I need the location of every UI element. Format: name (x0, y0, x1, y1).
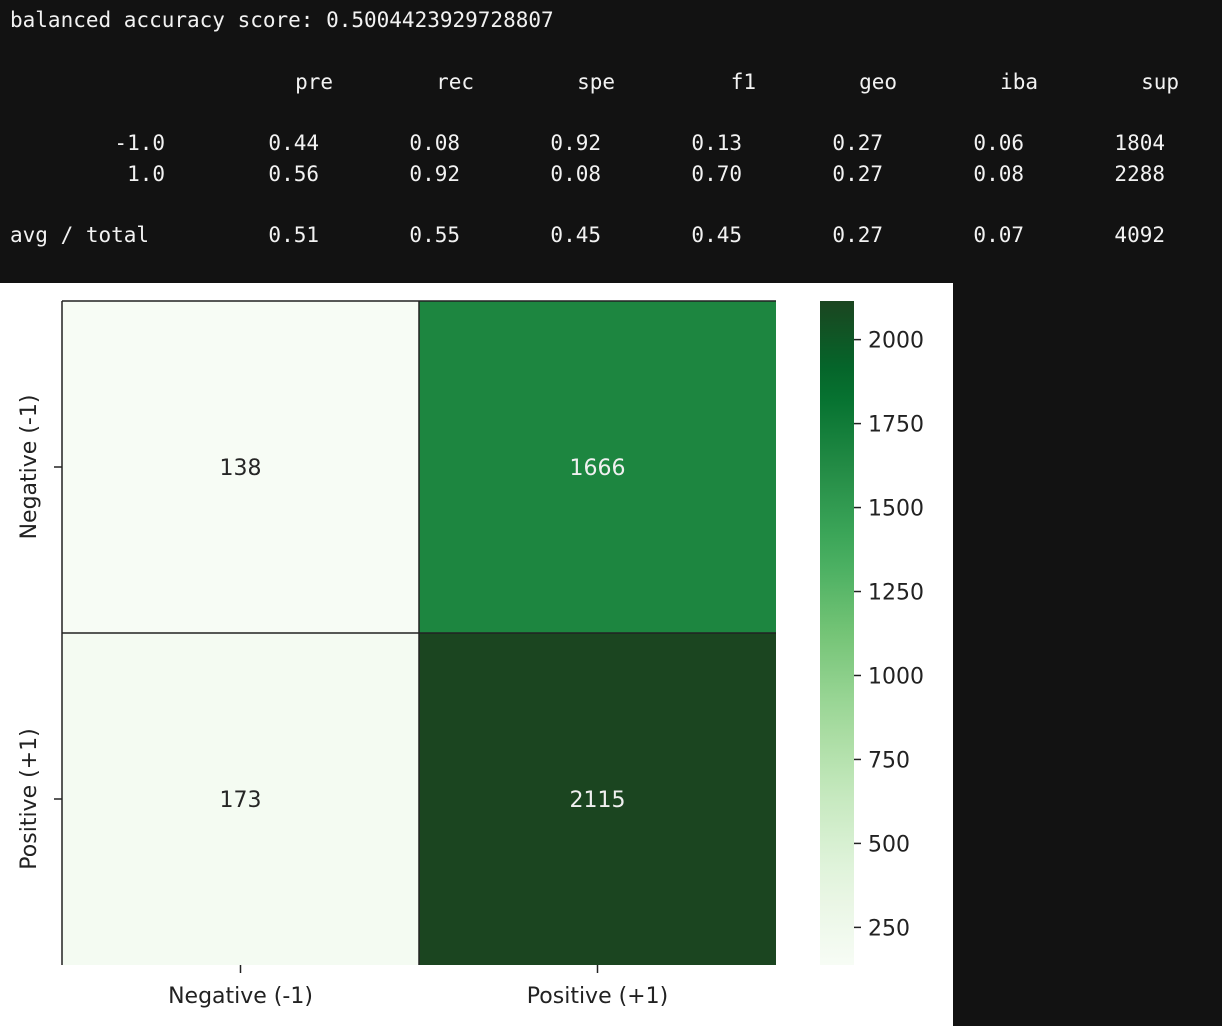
report-cell: 0.44 (268, 131, 319, 155)
report-total-cell: 0.55 (409, 223, 460, 247)
report-total-cell: 0.45 (550, 223, 601, 247)
classification-report: pre rec spe f1 geo iba sup -1.0 0.44 0.08 0.92 0.13… (0, 0, 1222, 283)
report-total-cell: 0.27 (832, 223, 883, 247)
report-cell: 0.92 (550, 131, 601, 155)
report-header-iba: iba (1000, 70, 1038, 94)
confusion-matrix-figure: 138 1666 173 2115 Negative (-1) Positive (+1)… (0, 283, 953, 1026)
colorbar-tick-label: 250 (868, 916, 910, 941)
y-tick-label: Positive (+1) (17, 728, 42, 869)
heatmap-cell (62, 633, 419, 965)
report-header-spe: spe (577, 70, 615, 94)
report-header-geo: geo (859, 70, 897, 94)
report-header-sup: sup (1141, 70, 1179, 94)
y-tick-label: Negative (-1) (17, 395, 42, 540)
colorbar-tick-label: 1750 (868, 413, 924, 438)
report-header-rec: rec (436, 70, 474, 94)
colorbar-tick-label: 1500 (868, 497, 924, 522)
colorbar-tick-label: 2000 (868, 329, 924, 354)
colorbar-tick-label: 750 (868, 748, 910, 773)
cell-annotation: 1666 (570, 456, 626, 481)
report-cell: 1804 (1114, 131, 1165, 155)
balanced-accuracy-line: balanced accuracy score: 0.5004423929728… (10, 8, 554, 32)
colorbar-tick-label: 500 (868, 832, 910, 857)
report-cell: 0.70 (691, 162, 742, 186)
report-cell: 0.13 (691, 131, 742, 155)
cell-annotation: 138 (220, 456, 262, 481)
console-output: balanced accuracy score: 0.5004423929728… (0, 0, 1222, 283)
x-tick-label: Positive (+1) (527, 984, 668, 1009)
heatmap-cell (62, 301, 419, 633)
report-cell: 0.27 (832, 131, 883, 155)
report-total-cell: 4092 (1114, 223, 1165, 247)
report-total-cell: 0.07 (973, 223, 1024, 247)
report-cell: 2288 (1114, 162, 1165, 186)
heatmap-cell (419, 301, 776, 633)
cell-annotation: 173 (220, 788, 262, 813)
report-row-label: 1.0 (127, 162, 165, 186)
report-cell: 0.06 (973, 131, 1024, 155)
colorbar-tick-label: 1250 (868, 581, 924, 606)
report-cell: 0.27 (832, 162, 883, 186)
heatmap-cell (419, 633, 776, 965)
report-total-cell: 0.45 (691, 223, 742, 247)
cell-annotation: 2115 (570, 788, 626, 813)
x-tick-label: Negative (-1) (168, 984, 313, 1009)
colorbar (820, 301, 854, 965)
report-row-label: -1.0 (114, 131, 165, 155)
report-header-pre: pre (295, 70, 333, 94)
report-cell: 0.92 (409, 162, 460, 186)
report-header-f1: f1 (730, 70, 756, 94)
report-cell: 0.08 (973, 162, 1024, 186)
colorbar-tick-label: 1000 (868, 664, 924, 689)
report-cell: 0.08 (550, 162, 601, 186)
report-total-label: avg / total (10, 223, 150, 247)
report-cell: 0.08 (409, 131, 460, 155)
report-cell: 0.56 (268, 162, 319, 186)
confusion-matrix-heatmap: 138 1666 173 2115 Negative (-1) Positive (+1)… (17, 300, 924, 1009)
report-total-cell: 0.51 (268, 223, 319, 247)
